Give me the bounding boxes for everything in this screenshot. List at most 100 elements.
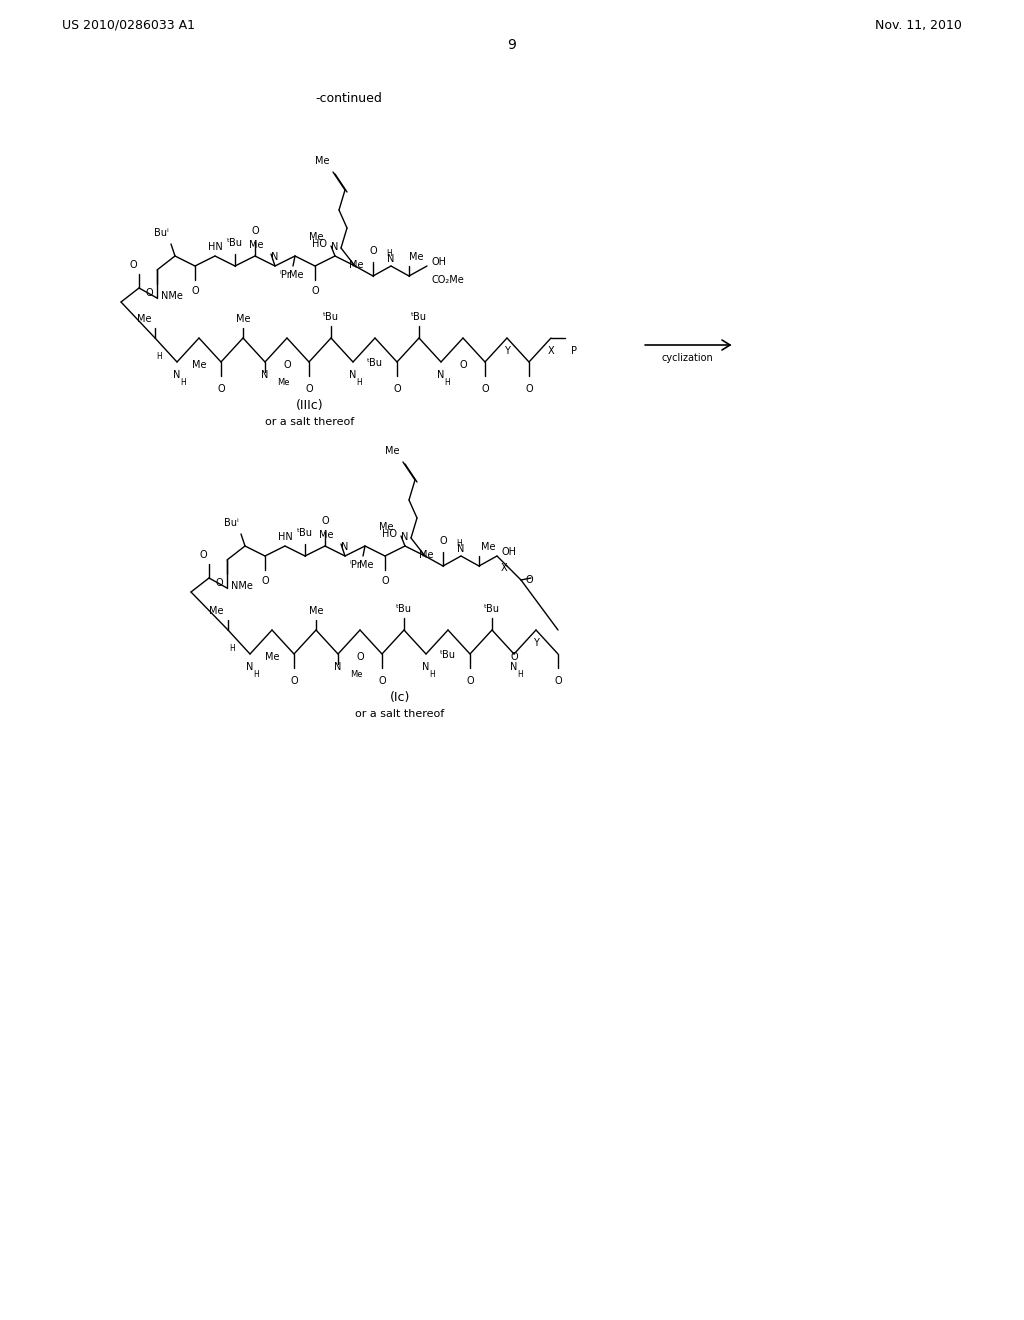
Text: O: O: [466, 676, 474, 686]
Text: NMe: NMe: [231, 581, 253, 591]
Text: ⁱPr: ⁱPr: [280, 271, 291, 280]
Text: ᵗBu: ᵗBu: [297, 528, 313, 539]
Text: N: N: [334, 663, 342, 672]
Text: O: O: [129, 260, 137, 271]
Text: O: O: [251, 226, 259, 236]
Text: OH: OH: [431, 257, 446, 267]
Text: H: H: [356, 378, 361, 387]
Text: HO: HO: [382, 529, 397, 539]
Text: N: N: [458, 544, 465, 554]
Text: X: X: [501, 564, 508, 573]
Text: N: N: [173, 370, 180, 380]
Text: ᵗBu: ᵗBu: [396, 605, 412, 614]
Text: H: H: [253, 671, 259, 678]
Text: H: H: [386, 249, 392, 257]
Text: NMe: NMe: [161, 290, 183, 301]
Text: O: O: [191, 286, 199, 296]
Text: Y: Y: [504, 346, 510, 356]
Text: H: H: [444, 378, 450, 387]
Text: CO₂Me: CO₂Me: [431, 275, 464, 285]
Text: Me: Me: [318, 531, 333, 540]
Text: US 2010/0286033 A1: US 2010/0286033 A1: [62, 18, 195, 32]
Text: ⁱPr: ⁱPr: [349, 560, 361, 570]
Text: O: O: [439, 536, 446, 546]
Text: ᵗBu: ᵗBu: [323, 312, 339, 322]
Text: ᵗBu: ᵗBu: [411, 312, 427, 322]
Text: N: N: [332, 242, 339, 252]
Text: H: H: [429, 671, 435, 678]
Text: ᵗBu: ᵗBu: [227, 238, 243, 248]
Text: N: N: [247, 663, 254, 672]
Text: Me: Me: [359, 560, 374, 570]
Text: N: N: [271, 252, 279, 261]
Text: O: O: [215, 578, 223, 587]
Text: O: O: [510, 652, 518, 663]
Text: N: N: [387, 253, 394, 264]
Text: Me: Me: [384, 446, 399, 455]
Text: HO: HO: [312, 239, 327, 249]
Text: Me: Me: [191, 360, 206, 370]
Text: Me: Me: [349, 260, 364, 271]
Text: N: N: [341, 543, 349, 552]
Text: O: O: [261, 576, 269, 586]
Text: O: O: [290, 676, 298, 686]
Text: O: O: [378, 676, 386, 686]
Text: Me: Me: [210, 606, 224, 616]
Text: O: O: [356, 652, 364, 663]
Text: O: O: [525, 576, 532, 585]
Text: HN: HN: [278, 532, 293, 543]
Text: P: P: [571, 346, 577, 356]
Text: Me: Me: [136, 314, 151, 323]
Text: Me: Me: [314, 156, 329, 166]
Text: 9: 9: [508, 38, 516, 51]
Text: ᵗBu: ᵗBu: [484, 605, 500, 614]
Text: Me: Me: [350, 671, 362, 678]
Text: Me: Me: [409, 252, 424, 261]
Text: Me: Me: [278, 378, 290, 387]
Text: OH: OH: [501, 546, 516, 557]
Text: or a salt thereof: or a salt thereof: [265, 417, 354, 426]
Text: O: O: [305, 384, 312, 393]
Text: O: O: [145, 288, 153, 298]
Text: Me: Me: [265, 652, 280, 663]
Text: Buⁱ: Buⁱ: [224, 517, 239, 528]
Text: (IIIc): (IIIc): [296, 399, 324, 412]
Text: O: O: [200, 550, 207, 560]
Text: ᵗBu: ᵗBu: [367, 358, 383, 368]
Text: N: N: [401, 532, 409, 543]
Text: O: O: [217, 384, 225, 393]
Text: Nov. 11, 2010: Nov. 11, 2010: [876, 18, 962, 32]
Text: Me: Me: [308, 232, 323, 242]
Text: N: N: [261, 370, 268, 380]
Text: N: N: [437, 370, 444, 380]
Text: O: O: [381, 576, 389, 586]
Text: ᵗBu: ᵗBu: [440, 649, 456, 660]
Text: O: O: [311, 286, 318, 296]
Text: HN: HN: [208, 242, 222, 252]
Text: H: H: [456, 539, 462, 548]
Text: Me: Me: [481, 543, 496, 552]
Text: Me: Me: [379, 521, 393, 532]
Text: N: N: [349, 370, 356, 380]
Text: H: H: [156, 352, 162, 360]
Text: (Ic): (Ic): [390, 690, 411, 704]
Text: H: H: [517, 671, 523, 678]
Text: O: O: [525, 384, 532, 393]
Text: O: O: [481, 384, 488, 393]
Text: O: O: [322, 516, 329, 525]
Text: Buⁱ: Buⁱ: [155, 228, 169, 238]
Text: or a salt thereof: or a salt thereof: [355, 709, 444, 719]
Text: -continued: -continued: [315, 91, 382, 104]
Text: cyclization: cyclization: [662, 352, 714, 363]
Text: H: H: [229, 644, 234, 653]
Text: X: X: [548, 346, 554, 356]
Text: O: O: [284, 360, 291, 370]
Text: Me: Me: [236, 314, 250, 323]
Text: N: N: [422, 663, 430, 672]
Text: Me: Me: [289, 271, 303, 280]
Text: Me: Me: [309, 606, 324, 616]
Text: Me: Me: [419, 550, 433, 560]
Text: Me: Me: [249, 240, 263, 249]
Text: N: N: [510, 663, 518, 672]
Text: O: O: [554, 676, 562, 686]
